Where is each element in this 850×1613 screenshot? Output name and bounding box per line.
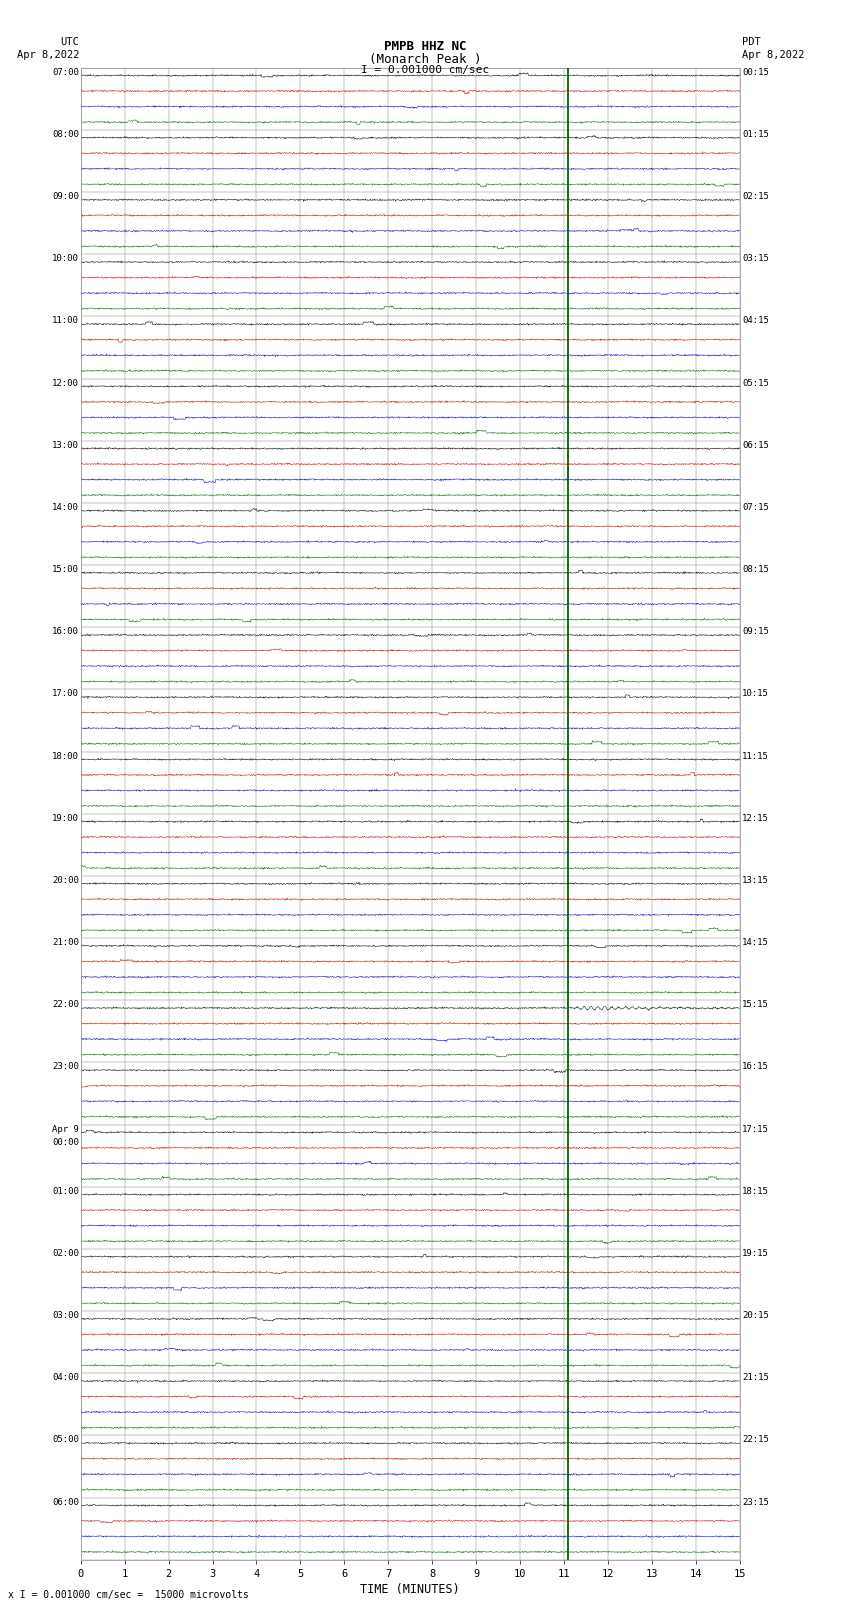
Text: 13:15: 13:15 (742, 876, 769, 886)
Text: 22:00: 22:00 (52, 1000, 79, 1010)
Text: 02:15: 02:15 (742, 192, 769, 202)
Text: 21:00: 21:00 (52, 939, 79, 947)
Text: 03:15: 03:15 (742, 255, 769, 263)
Text: 22:15: 22:15 (742, 1436, 769, 1444)
Text: 07:00: 07:00 (52, 68, 79, 77)
Text: 13:00: 13:00 (52, 440, 79, 450)
Text: 20:00: 20:00 (52, 876, 79, 886)
Text: PMPB HHZ NC: PMPB HHZ NC (383, 40, 467, 53)
Text: Apr 8,2022: Apr 8,2022 (742, 50, 805, 60)
Text: 19:00: 19:00 (52, 815, 79, 823)
Text: 18:00: 18:00 (52, 752, 79, 761)
Text: 10:15: 10:15 (742, 689, 769, 698)
Text: 01:00: 01:00 (52, 1187, 79, 1195)
Text: 04:00: 04:00 (52, 1373, 79, 1382)
Text: 01:15: 01:15 (742, 131, 769, 139)
Text: 05:15: 05:15 (742, 379, 769, 387)
Text: 20:15: 20:15 (742, 1311, 769, 1319)
Text: 00:00: 00:00 (52, 1137, 79, 1147)
Text: 10:00: 10:00 (52, 255, 79, 263)
Text: 02:00: 02:00 (52, 1248, 79, 1258)
Text: 12:15: 12:15 (742, 815, 769, 823)
Text: 09:15: 09:15 (742, 627, 769, 636)
Text: I = 0.001000 cm/sec: I = 0.001000 cm/sec (361, 65, 489, 76)
Text: 18:15: 18:15 (742, 1187, 769, 1195)
Text: 12:00: 12:00 (52, 379, 79, 387)
Text: 08:00: 08:00 (52, 131, 79, 139)
Text: 07:15: 07:15 (742, 503, 769, 511)
Text: 03:00: 03:00 (52, 1311, 79, 1319)
Text: 16:00: 16:00 (52, 627, 79, 636)
Text: 04:15: 04:15 (742, 316, 769, 326)
Text: Apr 8,2022: Apr 8,2022 (16, 50, 79, 60)
Text: 17:15: 17:15 (742, 1124, 769, 1134)
Text: 09:00: 09:00 (52, 192, 79, 202)
Text: 05:00: 05:00 (52, 1436, 79, 1444)
Text: (Monarch Peak ): (Monarch Peak ) (369, 53, 481, 66)
Text: 08:15: 08:15 (742, 565, 769, 574)
Text: 11:00: 11:00 (52, 316, 79, 326)
Text: 17:00: 17:00 (52, 689, 79, 698)
Text: 23:00: 23:00 (52, 1063, 79, 1071)
Text: 15:00: 15:00 (52, 565, 79, 574)
Text: 00:15: 00:15 (742, 68, 769, 77)
Text: x I = 0.001000 cm/sec =  15000 microvolts: x I = 0.001000 cm/sec = 15000 microvolts (8, 1590, 249, 1600)
Text: 06:15: 06:15 (742, 440, 769, 450)
Text: 06:00: 06:00 (52, 1497, 79, 1507)
Text: 15:15: 15:15 (742, 1000, 769, 1010)
Text: 11:15: 11:15 (742, 752, 769, 761)
Text: 16:15: 16:15 (742, 1063, 769, 1071)
X-axis label: TIME (MINUTES): TIME (MINUTES) (360, 1582, 460, 1595)
Text: UTC: UTC (60, 37, 79, 47)
Text: 19:15: 19:15 (742, 1248, 769, 1258)
Text: 14:00: 14:00 (52, 503, 79, 511)
Text: 21:15: 21:15 (742, 1373, 769, 1382)
Text: 14:15: 14:15 (742, 939, 769, 947)
Text: 23:15: 23:15 (742, 1497, 769, 1507)
Text: Apr 9: Apr 9 (52, 1124, 79, 1134)
Text: PDT: PDT (742, 37, 761, 47)
